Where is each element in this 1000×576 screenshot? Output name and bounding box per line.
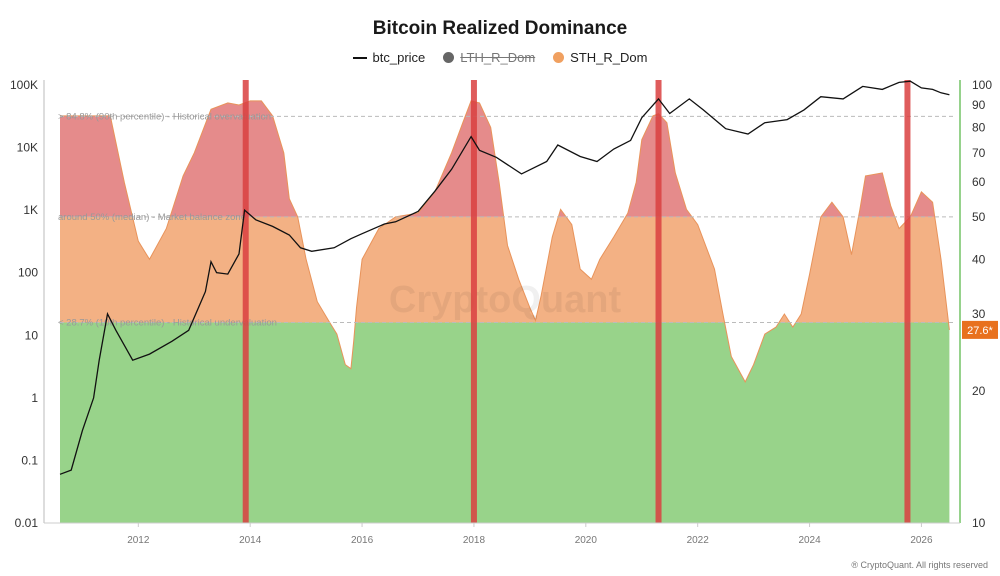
y-right-tick-label: 30 (972, 307, 986, 321)
sth-area-undervalued (60, 322, 950, 523)
y-left-tick-label: 10 (25, 328, 39, 342)
y-right-tick-label: 20 (972, 384, 986, 398)
x-tick-label: 2012 (127, 535, 150, 546)
btc-price-line (59, 80, 950, 475)
y-right-tick-label: 60 (972, 175, 986, 189)
x-tick-label: 2014 (239, 535, 262, 546)
y-left-tick-label: 1 (31, 391, 38, 405)
watermark-text: CryptoQuant (389, 279, 622, 321)
zone-label: < 28.7% (10th percentile) - Historical u… (58, 317, 277, 328)
highlight-bar (242, 80, 249, 523)
current-value-text: 27.6* (967, 325, 993, 337)
highlight-bar (470, 80, 477, 523)
y-left-tick-label: 0.01 (15, 516, 39, 530)
x-tick-label: 2020 (575, 535, 598, 546)
legend-label: LTH_R_Dom (460, 50, 536, 65)
y-right-tick-label: 50 (972, 210, 986, 224)
y-right-tick-label: 90 (972, 98, 986, 112)
x-tick-label: 2016 (351, 535, 374, 546)
sth-area-overvalued (60, 100, 935, 217)
y-left-tick-label: 100 (18, 266, 38, 280)
footer-copyright: ® CryptoQuant. All rights reserved (851, 560, 988, 570)
y-right-tick-label: 10 (972, 516, 986, 530)
y-right-tick-label: 70 (972, 146, 986, 160)
y-right-tick-label: 100 (972, 78, 992, 92)
circle-swatch-icon (553, 52, 565, 63)
current-value-badge (962, 320, 998, 339)
legend-item-btc-price[interactable]: btc_price (352, 50, 426, 65)
x-tick-label: 2022 (687, 535, 710, 546)
y-left-tick-label: 100K (10, 78, 38, 92)
legend-label: btc_price (372, 50, 426, 65)
y-left-tick-label: 10K (17, 141, 38, 155)
y-left-tick-label: 0.1 (21, 453, 38, 467)
x-tick-label: 2024 (798, 535, 821, 546)
sth-line (60, 100, 950, 383)
legend-label: STH_R_Dom (570, 50, 648, 65)
chart-title: Bitcoin Realized Dominance (372, 18, 628, 39)
highlight-bar (904, 80, 911, 523)
line-swatch-icon (352, 56, 367, 59)
legend-item-sth-r-dom[interactable]: STH_R_Dom (553, 50, 647, 65)
x-tick-label: 2018 (463, 535, 486, 546)
x-tick-label: 2026 (910, 535, 933, 546)
legend-item-lth-r-dom[interactable]: LTH_R_Dom (443, 50, 535, 65)
y-right-tick-label: 40 (972, 252, 986, 266)
zone-label: around 50% (median) - Market balance zon… (58, 212, 246, 223)
highlight-bar (655, 80, 662, 523)
chart-legend: btc_price LTH_R_Dom STH_R_Dom (0, 50, 1000, 65)
sth-area-balance (60, 216, 949, 323)
circle-swatch-icon (443, 52, 455, 63)
y-left-tick-label: 1K (23, 203, 38, 217)
y-right-tick-label: 80 (972, 120, 986, 134)
zone-label: > 84.8% (90th percentile) - Historical o… (58, 111, 271, 122)
